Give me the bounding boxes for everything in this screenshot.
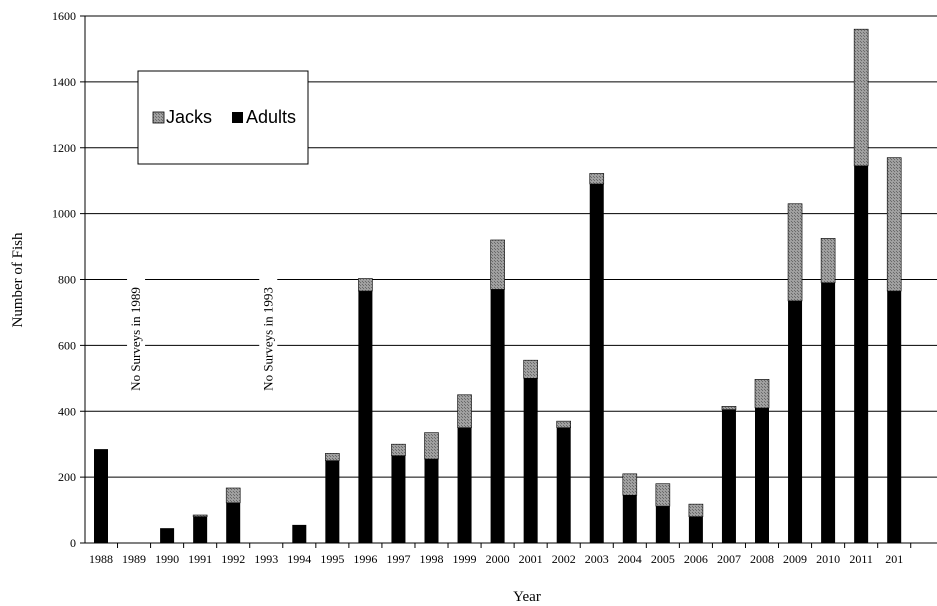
bar-jacks-1998 [424, 432, 439, 460]
x-tick-label-1996: 1996 [353, 552, 377, 566]
bar-jacks-2004 [622, 473, 638, 496]
bar-adults-1996 [358, 291, 373, 543]
legend-swatch-jacks [152, 111, 165, 124]
bar-jacks-2009 [787, 203, 803, 302]
x-tick-label-1990: 1990 [155, 552, 179, 566]
x-tick-label-2011: 2011 [849, 552, 873, 566]
y-tick-label-1000: 1000 [52, 207, 76, 221]
bar-jacks-1997 [391, 443, 406, 457]
bar-jacks-2006 [688, 503, 704, 517]
bar-adults-1997 [391, 455, 406, 543]
bar-adults-1995 [325, 460, 340, 543]
x-tick-label-2001: 2001 [519, 552, 543, 566]
y-tick-label-800: 800 [58, 273, 76, 287]
bar-jacks-1999 [457, 394, 472, 429]
bars [94, 28, 902, 543]
legend-box [137, 70, 309, 165]
x-tick-label-1988: 1988 [89, 552, 113, 566]
bar-jacks-1995 [325, 453, 340, 461]
y-tick-label-600: 600 [58, 338, 76, 352]
x-tick-label-1998: 1998 [420, 552, 444, 566]
bar-adults-1994 [292, 524, 307, 543]
x-tick-label-2004: 2004 [618, 552, 642, 566]
bar-jacks-2007 [721, 406, 737, 410]
bar-jacks-2003 [589, 173, 605, 185]
bar-jacks-2010 [820, 238, 836, 284]
y-tick-label-200: 200 [58, 470, 76, 484]
x-tick-label-1993: 1993 [254, 552, 278, 566]
bar-adults-1999 [457, 427, 472, 543]
x-tick-label-1999: 1999 [453, 552, 477, 566]
bar-jacks-1991 [192, 514, 208, 517]
axes [80, 15, 937, 548]
y-tick-label-1400: 1400 [52, 75, 76, 89]
x-tick-label-1989: 1989 [122, 552, 146, 566]
bar-adults-2005 [655, 506, 670, 543]
annotation-bg-1989 [127, 268, 146, 410]
bar-adults-1988 [94, 449, 108, 543]
bar-jacks-1996 [358, 278, 373, 292]
x-tick-label-2007: 2007 [717, 552, 741, 566]
bar-jacks-2001 [523, 359, 538, 379]
bar-jacks-2002 [556, 420, 572, 429]
bar-adults-2009 [788, 300, 803, 543]
bar-adults-201 [887, 291, 902, 543]
bar-adults-1992 [226, 502, 241, 543]
bar-adults-2006 [688, 516, 703, 543]
bar-jacks-2011 [853, 28, 869, 167]
bar-adults-2003 [589, 183, 604, 543]
bar-jacks-1992 [225, 487, 241, 504]
annotations: No Surveys in 1989 No Surveys in 1993 [127, 268, 278, 410]
y-axis-title: Number of Fish [10, 232, 26, 327]
legend-label-adults: Adults [246, 107, 296, 127]
x-tick-label-1995: 1995 [320, 552, 344, 566]
y-tick-label-400: 400 [58, 404, 76, 418]
bar-adults-1991 [193, 516, 208, 543]
bar-jacks-2005 [655, 483, 671, 507]
y-tick-label-1200: 1200 [52, 141, 76, 155]
bar-adults-2000 [490, 289, 505, 543]
bar-adults-2011 [854, 165, 869, 543]
legend-swatch-adults [232, 112, 243, 123]
annotation-1989: No Surveys in 1989 [128, 287, 143, 391]
legend-label-jacks: Jacks [166, 107, 212, 127]
x-tick-label-2003: 2003 [585, 552, 609, 566]
x-tick-label-201: 201 [885, 552, 903, 566]
bar-adults-2007 [721, 409, 736, 543]
x-axis-title: Year [513, 589, 541, 605]
x-tick-label-1992: 1992 [221, 552, 245, 566]
bar-adults-1990 [160, 528, 175, 543]
x-tick-label-1991: 1991 [188, 552, 212, 566]
y-tick-label-1600: 1600 [52, 9, 76, 23]
bar-adults-2004 [622, 495, 637, 543]
bar-jacks-2000 [490, 239, 505, 290]
legend: Jacks Adults [137, 70, 309, 165]
x-tick-label-2000: 2000 [486, 552, 510, 566]
x-tick-label-2010: 2010 [816, 552, 840, 566]
annotation-1993: No Surveys in 1993 [260, 287, 275, 391]
tick-labels: 0 200 400 600 800 1000 1200 1400 1600 1988 1989 199… [52, 9, 903, 566]
x-tick-label-2002: 2002 [552, 552, 576, 566]
x-tick-label-2008: 2008 [750, 552, 774, 566]
bar-adults-2008 [755, 407, 769, 543]
bar-adults-1998 [424, 459, 439, 543]
bar-adults-2001 [523, 378, 538, 543]
annotation-bg-1993 [259, 268, 278, 410]
bar-jacks-2008 [754, 379, 770, 409]
x-tick-label-2006: 2006 [684, 552, 708, 566]
x-tick-label-1997: 1997 [386, 552, 410, 566]
bar-adults-2002 [556, 427, 571, 543]
bar-adults-2010 [821, 282, 836, 543]
x-tick-label-2005: 2005 [651, 552, 675, 566]
y-tick-label-0: 0 [70, 536, 76, 550]
bar-jacks-201 [886, 157, 902, 292]
x-tick-label-1994: 1994 [287, 552, 311, 566]
x-tick-label-2009: 2009 [783, 552, 807, 566]
